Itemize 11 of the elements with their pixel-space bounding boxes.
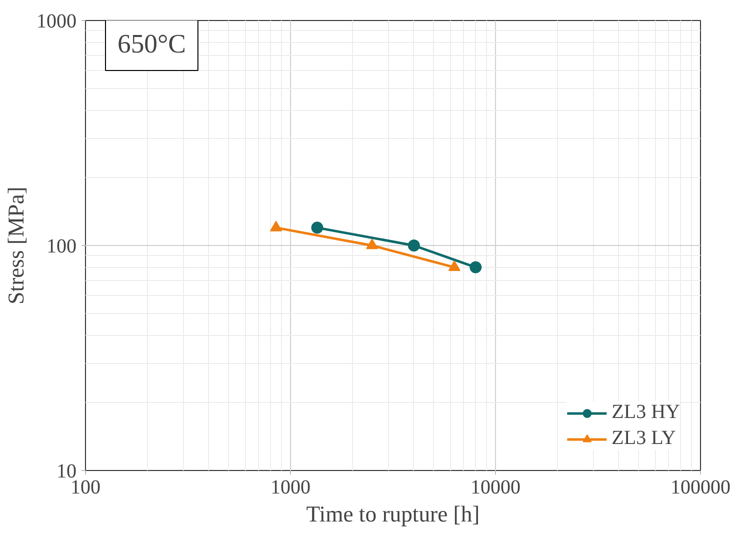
annotation: 650°C <box>118 28 186 58</box>
x-tick-label: 1000 <box>270 476 310 498</box>
y-tick-label: 100 <box>46 236 76 258</box>
legend-label: ZL3 LY <box>612 427 676 450</box>
y-tick-label: 1000 <box>36 10 76 32</box>
x-tick-label: 100 <box>70 476 100 498</box>
y-axis-title: Stress [MPa] <box>4 186 28 304</box>
x-tick-label: 100000 <box>670 476 730 498</box>
legend-label: ZL3 HY <box>612 401 680 424</box>
x-tick-label: 10000 <box>470 476 520 498</box>
x-axis-title: Time to rupture [h] <box>306 502 480 526</box>
